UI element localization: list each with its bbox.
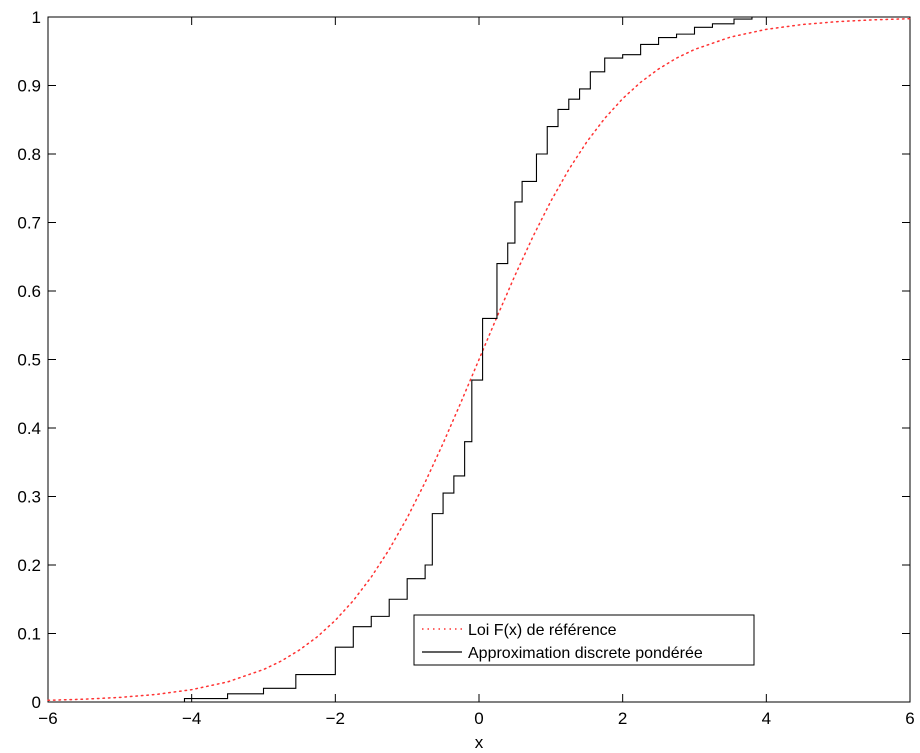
x-tick-label: −2	[326, 709, 345, 728]
series-layer	[47, 16, 911, 703]
y-tick-label: 0.6	[17, 282, 41, 301]
x-tick-label: 6	[905, 709, 914, 728]
series-reference-line	[47, 17, 911, 702]
y-tick-label: 0	[32, 693, 41, 712]
y-tick-label: 0.9	[17, 77, 41, 96]
y-tick-label: 0.1	[17, 625, 41, 644]
y-axis: 0 0.1 0.2 0.3 0.4 0.5 0.6 0.7 0.8 0.9 1	[17, 8, 910, 712]
y-tick-label: 1	[32, 8, 41, 27]
y-tick-label: 0.3	[17, 488, 41, 507]
legend: Loi F(x) de référence Approximation disc…	[413, 614, 755, 666]
x-tick-label: 4	[762, 709, 771, 728]
y-tick-label: 0.2	[17, 556, 41, 575]
series-approximation-line	[48, 16, 910, 703]
y-tick-label: 0.8	[17, 145, 41, 164]
legend-label-approximation: Approximation discrete pondérée	[468, 645, 703, 662]
y-tick-label: 0.5	[17, 351, 41, 370]
legend-label-reference: Loi F(x) de référence	[468, 622, 617, 639]
y-tick-label: 0.7	[17, 214, 41, 233]
x-tick-label: 2	[618, 709, 627, 728]
x-axis: −6 −4 −2 0 2 4 6	[38, 17, 915, 728]
x-tick-label: −4	[182, 709, 201, 728]
x-axis-label: x	[475, 733, 484, 752]
y-tick-label: 0.4	[17, 419, 41, 438]
legend-box	[413, 614, 755, 666]
x-tick-label: 0	[474, 709, 483, 728]
x-tick-label: −6	[38, 709, 57, 728]
